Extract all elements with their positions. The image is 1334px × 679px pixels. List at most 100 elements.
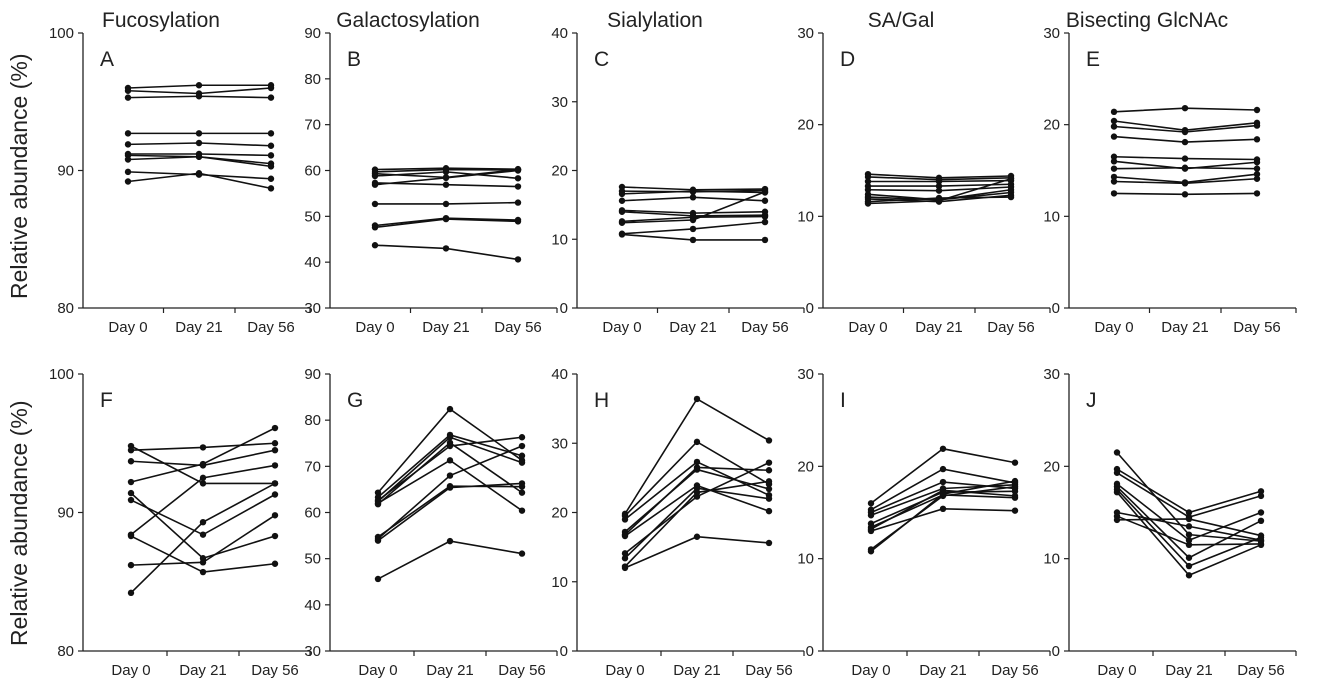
data-point — [195, 170, 203, 177]
data-point — [1185, 509, 1193, 516]
series-line — [377, 482, 523, 542]
panel-title: SA/Gal — [868, 9, 935, 32]
y-tick-label: 10 — [797, 208, 814, 225]
panel-letter: G — [347, 389, 363, 412]
data-point — [199, 460, 207, 468]
data-point — [199, 531, 207, 538]
y-tick-label: 20 — [551, 505, 568, 522]
data-point — [1181, 104, 1189, 112]
series-line — [1116, 468, 1262, 514]
data-point — [199, 559, 207, 566]
data-point — [867, 512, 875, 519]
data-point — [621, 516, 629, 523]
panel-title: Galactosylation — [336, 9, 480, 32]
data-point — [371, 224, 379, 231]
data-point — [271, 446, 279, 454]
series-line — [130, 482, 276, 594]
y-tick-label: 10 — [551, 231, 568, 248]
data-point — [1011, 477, 1019, 485]
x-tick-label: Day 21 — [1161, 319, 1209, 336]
data-point — [518, 459, 526, 466]
data-point — [442, 174, 450, 182]
data-point — [371, 172, 379, 180]
data-point — [935, 197, 943, 204]
panel-letter: F — [100, 389, 113, 412]
x-tick-label: Day 0 — [1097, 662, 1136, 679]
data-point — [1113, 516, 1121, 524]
y-tick-label: 90 — [304, 25, 321, 42]
x-tick-label: Day 56 — [1233, 319, 1281, 336]
data-point — [374, 575, 382, 583]
data-point — [124, 94, 132, 101]
data-point — [1257, 509, 1265, 516]
panel-letter: I — [840, 389, 846, 412]
data-point — [271, 480, 279, 487]
x-tick-label: Day 21 — [915, 319, 963, 336]
data-point — [1185, 531, 1193, 538]
x-tick-label: Day 0 — [848, 319, 887, 336]
data-point — [199, 444, 207, 451]
data-point — [371, 242, 379, 249]
x-tick-label: Day 0 — [355, 319, 394, 336]
y-tick-label: 90 — [304, 366, 321, 383]
data-point — [127, 489, 135, 497]
data-point — [1185, 554, 1193, 561]
data-point — [765, 495, 773, 502]
y-tick-label: 40 — [304, 597, 321, 614]
data-point — [518, 489, 526, 496]
data-point — [446, 457, 454, 464]
data-point — [127, 446, 135, 454]
data-point — [935, 182, 943, 190]
data-point — [195, 82, 203, 89]
data-point — [765, 485, 773, 493]
data-point — [1110, 165, 1118, 172]
data-point — [1253, 190, 1261, 197]
data-point — [864, 186, 872, 193]
data-point — [867, 527, 875, 535]
data-point — [761, 188, 769, 196]
data-point — [864, 178, 872, 185]
data-point — [1113, 469, 1121, 476]
data-point — [267, 152, 275, 159]
y-tick-label: 0 — [560, 300, 568, 317]
series-line — [130, 492, 276, 560]
data-point — [1110, 153, 1118, 160]
y-tick-label: 30 — [797, 366, 814, 383]
data-point — [1007, 193, 1015, 201]
panel-letter: H — [594, 389, 609, 412]
data-point — [127, 532, 135, 540]
data-point — [761, 236, 769, 244]
data-point — [618, 197, 626, 204]
data-point — [374, 489, 382, 496]
data-point — [621, 564, 629, 572]
data-point — [271, 532, 279, 540]
y-tick-label: 30 — [1043, 25, 1060, 42]
x-tick-label: Day 21 — [919, 662, 967, 679]
data-point — [271, 440, 279, 447]
panel-title: Fucosylation — [102, 9, 220, 32]
panel-title: Sialylation — [607, 9, 703, 32]
panel-letter: B — [347, 48, 361, 71]
y-tick-label: 90 — [57, 163, 74, 180]
x-tick-label: Day 56 — [251, 662, 299, 679]
y-tick-label: 50 — [304, 208, 321, 225]
y-tick-label: 100 — [49, 25, 74, 42]
data-point — [621, 532, 629, 540]
data-point — [442, 215, 450, 223]
y-tick-label: 30 — [1043, 366, 1060, 383]
data-point — [127, 478, 135, 486]
panel-a: 80 90 100 Day 0 Day 21 Day 56 Fucosylation A — [49, 9, 311, 336]
y-tick-label: 0 — [560, 643, 568, 660]
y-tick-label: 50 — [304, 551, 321, 568]
data-point — [371, 181, 379, 188]
data-point — [374, 500, 382, 508]
data-point — [1110, 158, 1118, 165]
data-point — [442, 200, 450, 208]
data-point — [1253, 106, 1261, 114]
y-tick-label: 40 — [551, 25, 568, 42]
data-point — [442, 245, 450, 252]
y-tick-label: 70 — [304, 458, 321, 475]
data-point — [514, 256, 522, 263]
y-tick-label: 10 — [1043, 551, 1060, 568]
